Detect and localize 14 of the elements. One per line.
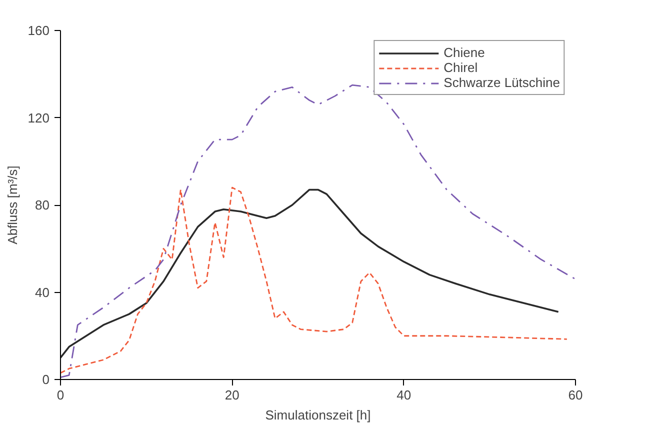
y-tick-label: 160	[28, 23, 50, 38]
legend-label: Schwarze Lütschine	[444, 75, 560, 90]
y-tick-label: 80	[35, 198, 50, 212]
legend-label: Chirel	[444, 60, 478, 75]
y-tick-label: 0	[42, 372, 50, 387]
legend-label: Chiene	[444, 45, 485, 60]
x-axis-title: Simulationszeit [h]	[265, 408, 371, 422]
x-tick-label: 60	[568, 388, 583, 402]
x-tick-label: 40	[396, 388, 412, 402]
y-axis-title: Abfluss [m³/s]	[4, 166, 20, 244]
x-tick-label: 0	[56, 388, 64, 402]
y-tick-label: 120	[28, 110, 50, 126]
x-tick-label: 20	[224, 388, 240, 402]
y-tick-label: 40	[35, 284, 50, 300]
